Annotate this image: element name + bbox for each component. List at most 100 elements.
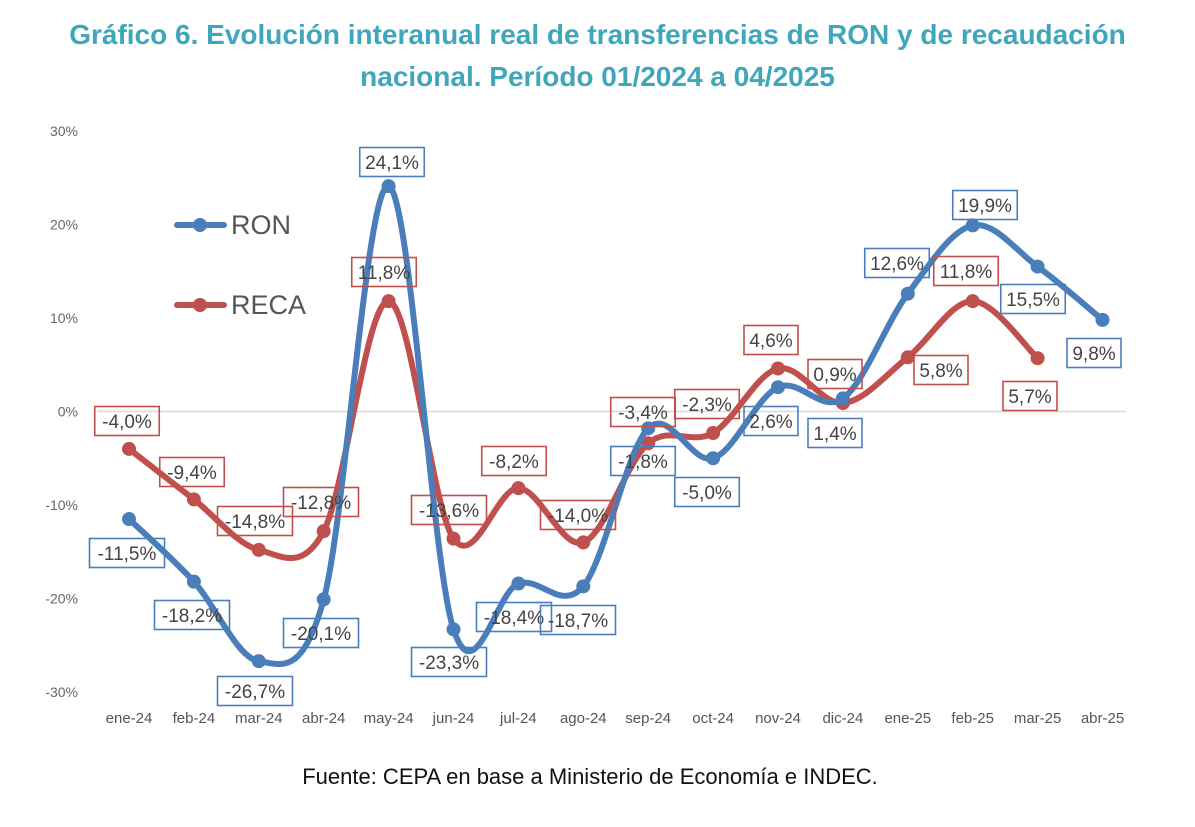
data-label-box-ron <box>216 675 294 707</box>
data-label-box-reca <box>932 255 1000 287</box>
data-point-ron <box>641 421 656 436</box>
data-label-reca: 4,6% <box>749 331 792 352</box>
data-label-box-reca <box>410 494 488 526</box>
data-label-box-ron <box>743 405 799 437</box>
data-label-box-reca <box>1002 380 1058 412</box>
data-label-box-ron <box>999 283 1067 315</box>
data-label-box-reca <box>913 354 969 386</box>
x-tick-label: jul-24 <box>499 710 537 727</box>
data-point-reca <box>251 542 266 557</box>
series-line-ron <box>126 183 1106 668</box>
data-label-ron: -18,7% <box>548 611 608 632</box>
data-label-box-reca <box>539 499 617 531</box>
data-label-ron: 2,6% <box>749 412 792 433</box>
data-label-ron: -18,4% <box>484 608 544 629</box>
legend-ron-label: RON <box>231 210 291 240</box>
data-label-box-ron <box>282 617 360 649</box>
x-tick-label: abr-24 <box>302 710 345 727</box>
data-point-ron <box>835 391 850 406</box>
y-tick-label: -30% <box>45 684 78 700</box>
data-point-ron <box>965 218 980 233</box>
chart-source-note: Fuente: CEPA en base a Ministerio de Eco… <box>302 764 878 789</box>
series-line-reca <box>126 298 1041 562</box>
data-point-ron <box>1030 259 1045 274</box>
data-label-reca: 11,8% <box>940 262 993 283</box>
data-label-reca: -8,2% <box>489 452 539 473</box>
data-point-reca <box>576 535 591 550</box>
x-tick-label: may-24 <box>364 710 414 727</box>
data-label-ron: 1,4% <box>813 424 856 445</box>
legend-reca-marker <box>193 298 207 312</box>
x-tick-label: mar-24 <box>235 710 283 727</box>
x-tick-label: ago-24 <box>560 710 607 727</box>
data-label-box-ron <box>863 247 931 279</box>
data-point-ron <box>706 451 721 466</box>
y-tick-label: 20% <box>50 217 78 233</box>
data-point-ron <box>186 574 201 589</box>
chart-title: Gráfico 6. Evolución interanual real de … <box>0 14 1195 98</box>
x-tick-label: feb-25 <box>951 710 994 727</box>
data-point-reca <box>186 492 201 507</box>
y-tick-label: -20% <box>45 591 78 607</box>
data-label-box-reca <box>673 388 741 420</box>
data-label-ron: -26,7% <box>225 682 285 703</box>
data-label-box-reca <box>350 256 418 288</box>
data-label-box-ron <box>153 599 231 631</box>
data-point-ron <box>1095 312 1110 327</box>
data-label-box-reca <box>93 405 161 437</box>
data-label-reca: 5,8% <box>919 361 962 382</box>
x-tick-label: sep-24 <box>625 710 671 727</box>
data-point-reca <box>900 350 915 365</box>
x-tick-label: jun-24 <box>432 710 475 727</box>
data-label-box-ron <box>410 646 488 678</box>
data-label-ron: -1,8% <box>618 452 668 473</box>
data-point-ron <box>511 576 526 591</box>
data-label-reca: -14,0% <box>548 506 608 527</box>
data-label-reca: -14,8% <box>225 512 285 533</box>
data-label-box-ron <box>539 604 617 636</box>
x-tick-label: ene-25 <box>884 710 931 727</box>
data-label-reca: -9,4% <box>167 463 217 484</box>
data-label-box-reca <box>282 486 360 518</box>
data-label-reca: -12,8% <box>291 493 351 514</box>
data-point-reca <box>771 361 785 376</box>
x-tick-label: abr-25 <box>1081 710 1124 727</box>
chart-title-line-2: nacional. Período 01/2024 a 04/2025 <box>360 61 835 92</box>
data-label-box-ron <box>358 146 426 178</box>
data-label-box-reca <box>743 324 799 356</box>
data-point-ron <box>446 622 461 637</box>
data-label-box-ron <box>1066 337 1122 369</box>
y-tick-label: -10% <box>45 497 78 513</box>
data-point-ron <box>900 286 915 301</box>
data-label-ron: 15,5% <box>1006 290 1060 311</box>
data-label-box-ron <box>951 189 1019 221</box>
data-label-ron: 19,9% <box>958 196 1012 217</box>
y-tick-label: 0% <box>58 404 78 420</box>
data-label-ron: 12,6% <box>870 254 924 275</box>
data-label-ron: -18,2% <box>162 606 222 627</box>
data-point-ron <box>381 179 396 194</box>
data-point-reca <box>1030 351 1045 366</box>
data-label-box-ron <box>88 537 166 569</box>
data-point-ron <box>316 592 331 607</box>
data-point-reca <box>446 531 461 546</box>
data-point-reca <box>706 426 721 441</box>
data-label-ron: -20,1% <box>291 624 351 645</box>
legend-reca-label: RECA <box>231 290 306 320</box>
data-point-reca <box>122 441 136 456</box>
data-point-reca <box>316 524 331 539</box>
data-label-reca: 11,8% <box>358 263 411 284</box>
legend-ron-marker <box>193 218 207 232</box>
data-label-box-ron <box>807 417 863 449</box>
data-label-ron: -23,3% <box>419 653 479 674</box>
data-label-box-reca <box>216 505 294 537</box>
chart-title-line-1: Gráfico 6. Evolución interanual real de … <box>69 19 1126 50</box>
data-point-ron <box>576 579 591 594</box>
data-label-box-reca <box>480 445 548 477</box>
data-label-reca: -3,4% <box>618 403 668 424</box>
data-point-reca <box>511 481 526 496</box>
x-tick-label: oct-24 <box>692 710 734 727</box>
data-point-ron <box>122 512 136 527</box>
data-label-reca: -13,6% <box>419 501 479 522</box>
x-tick-label: nov-24 <box>755 710 801 727</box>
